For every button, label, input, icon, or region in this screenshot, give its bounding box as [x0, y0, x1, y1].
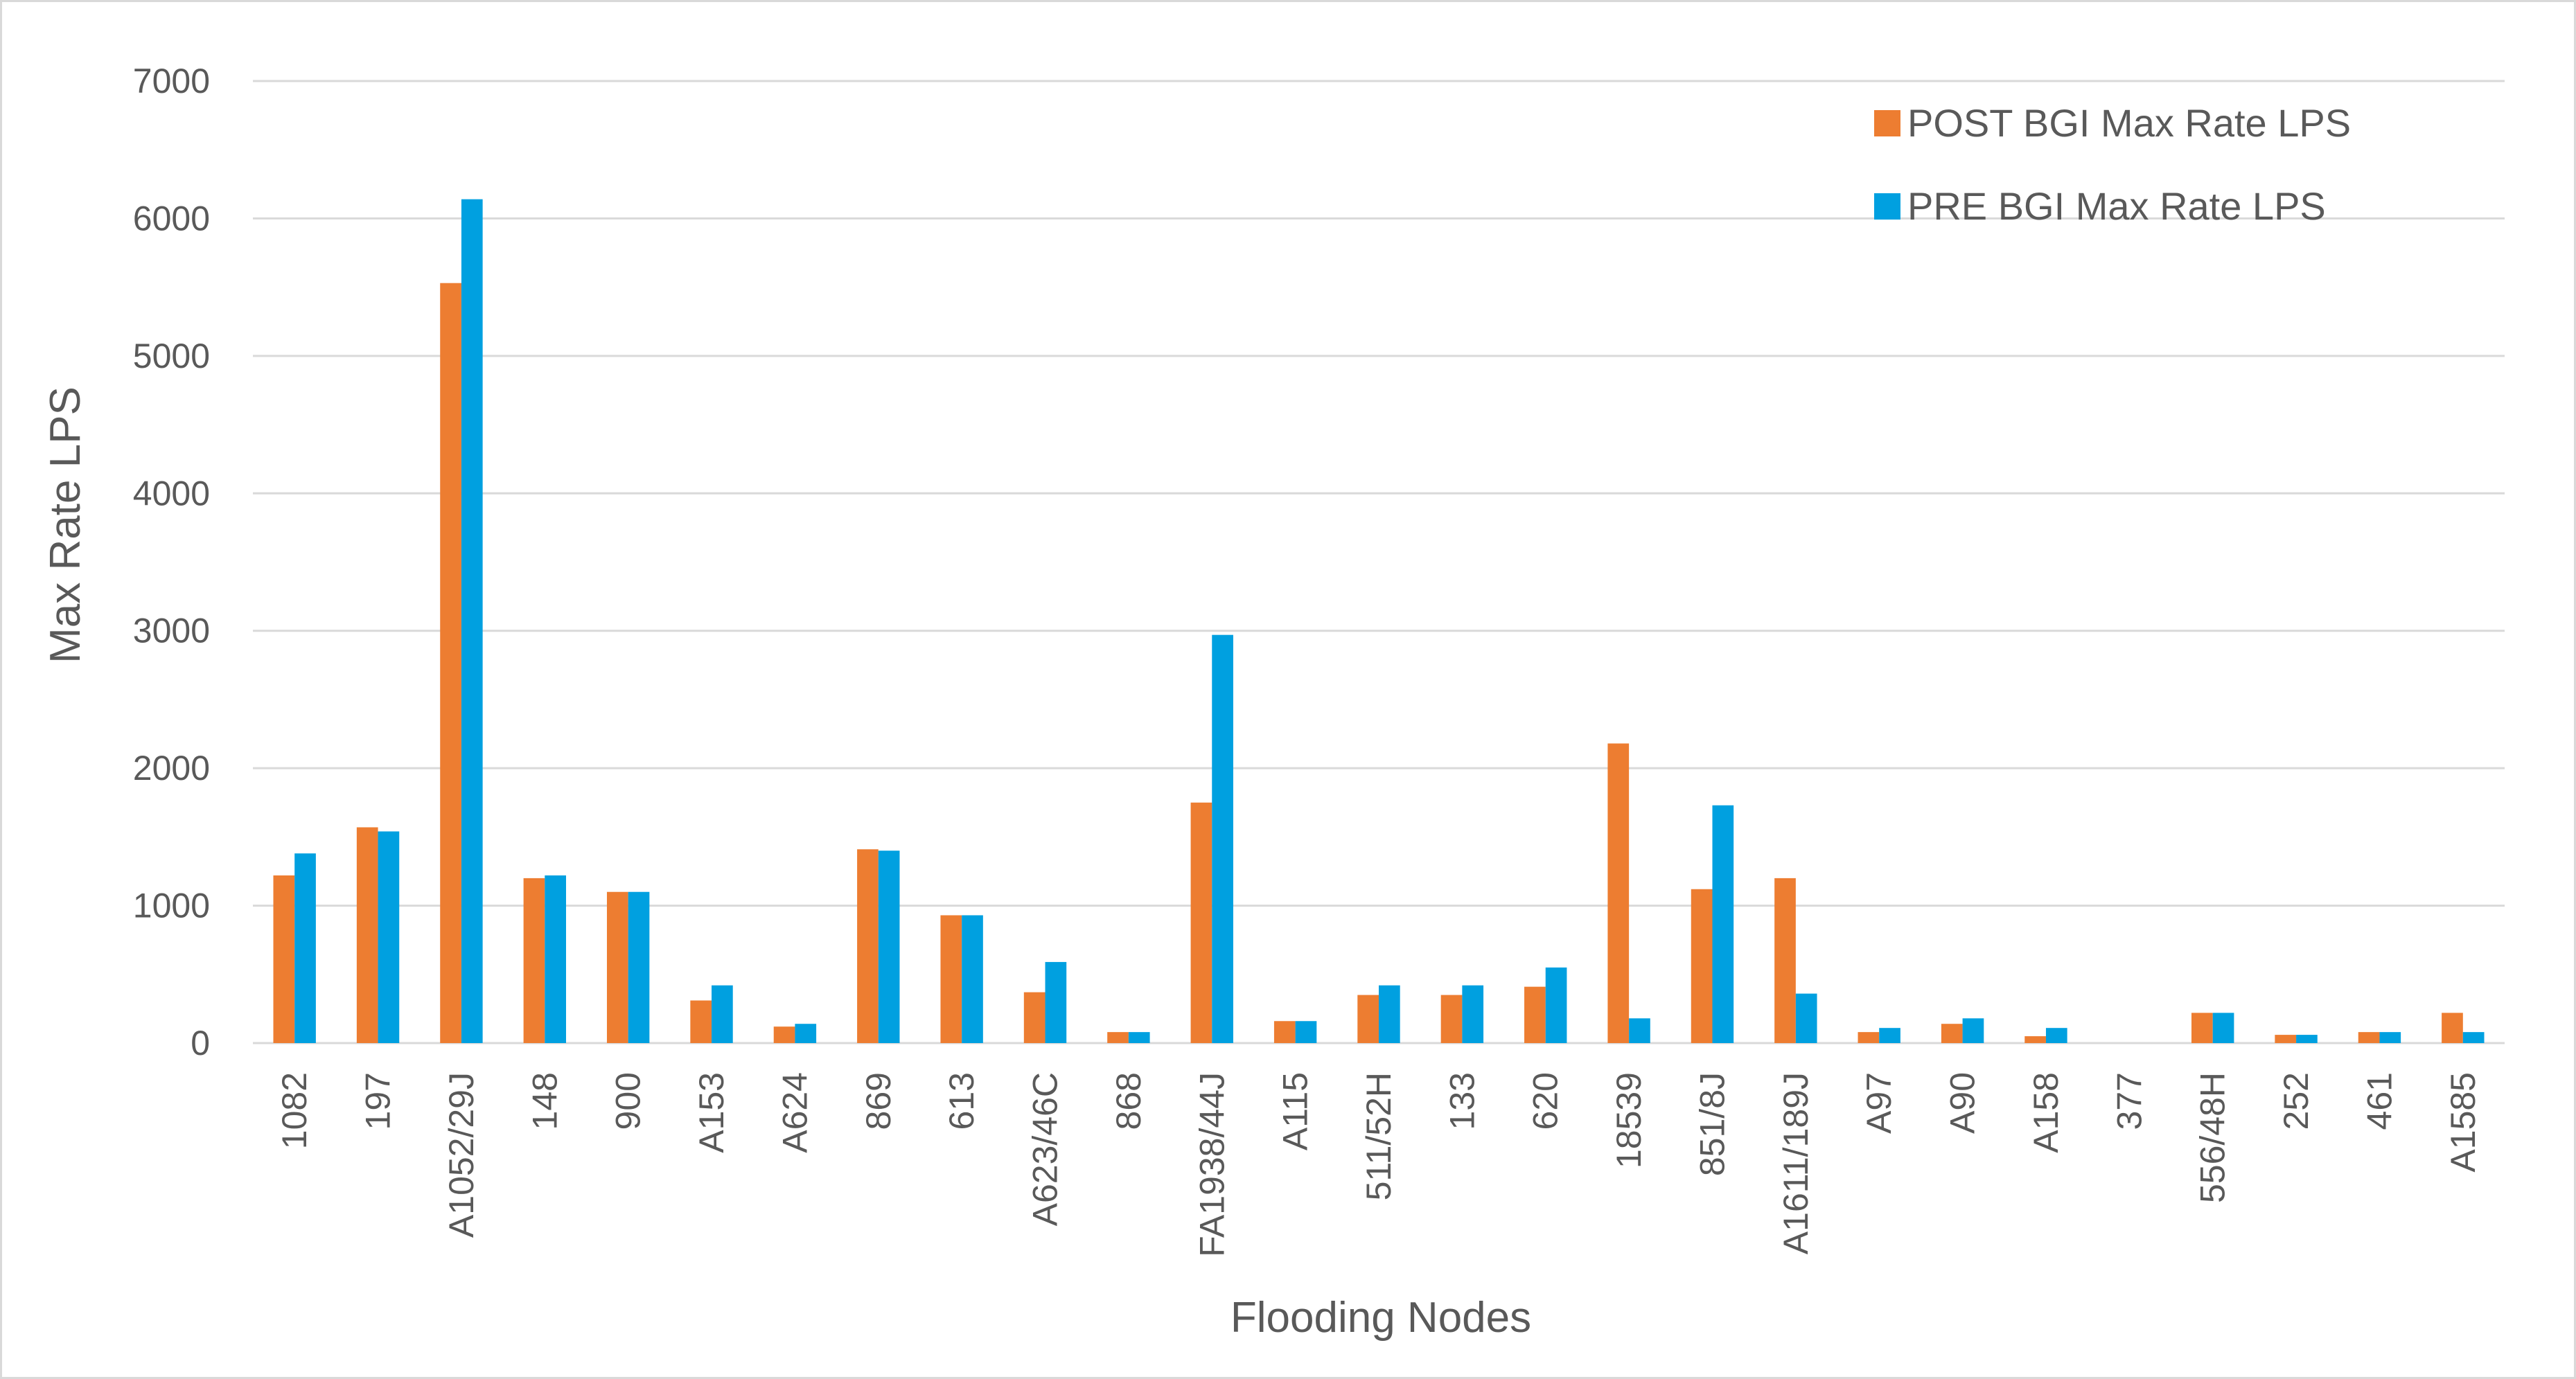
x-tick-label: A1585	[2444, 1072, 2482, 1173]
bar-post-FA1938/44J	[1190, 802, 1212, 1043]
x-tick-label: 252	[2277, 1072, 2315, 1130]
legend-label-pre: PRE BGI Max Rate LPS	[1907, 184, 2326, 228]
bar-pre-900	[628, 891, 650, 1043]
bar-pre-A90	[1962, 1018, 1984, 1043]
y-axis-ticks: 0 1000 2000 3000 4000 5000 6000 7000	[133, 62, 210, 1062]
x-tick-label: A115	[1276, 1072, 1315, 1150]
bar-post-A1585	[2442, 1013, 2463, 1043]
bar-post-A90	[1941, 1024, 1963, 1043]
bar-pre-613	[962, 915, 983, 1043]
bar-pre-A623/46C	[1045, 961, 1067, 1043]
x-tick-label: A1611/189J	[1776, 1072, 1815, 1254]
bar-pre-A158	[2045, 1028, 2067, 1043]
y-tick-label: 4000	[133, 474, 210, 513]
x-tick-label: A153	[692, 1072, 731, 1153]
bar-post-851/8J	[1691, 889, 1713, 1043]
bar-pre-148	[545, 875, 566, 1043]
bar-pre-556/48H	[2212, 1013, 2234, 1043]
bar-pre-197	[378, 831, 400, 1043]
x-tick-label: 900	[609, 1072, 648, 1130]
bar-post-A624	[773, 1026, 795, 1043]
x-tick-label: A97	[1860, 1072, 1898, 1134]
bar-pre-A1585	[2462, 1032, 2485, 1043]
bar-pre-A115	[1295, 1021, 1317, 1043]
bar-pre-868	[1128, 1032, 1150, 1043]
y-tick-label: 7000	[133, 62, 210, 100]
bar-post-133	[1440, 995, 1463, 1043]
bar-pre-252	[2296, 1035, 2318, 1043]
bar-post-252	[2275, 1035, 2297, 1043]
bar-post-461	[2358, 1032, 2380, 1043]
bar-pre-A1611/189J	[1795, 993, 1817, 1043]
bar-post-1082	[273, 875, 295, 1043]
x-tick-label: A90	[1943, 1072, 1982, 1134]
bar-pre-511/52H	[1379, 985, 1400, 1043]
bar-post-869	[857, 849, 879, 1043]
x-tick-label: 18539	[1609, 1072, 1648, 1168]
y-tick-label: 1000	[133, 887, 210, 925]
bars	[273, 199, 2485, 1044]
bar-pre-620	[1545, 967, 1567, 1043]
bar-post-197	[356, 827, 378, 1043]
y-tick-label: 0	[191, 1024, 210, 1062]
x-tick-label: 133	[1443, 1072, 1481, 1130]
legend: POST BGI Max Rate LPS PRE BGI Max Rate L…	[1874, 101, 2351, 228]
bar-pre-A153	[712, 985, 733, 1043]
y-axis-title: Max Rate LPS	[42, 386, 89, 664]
x-tick-label: 613	[942, 1072, 981, 1130]
bar-post-A1611/189J	[1774, 878, 1796, 1043]
y-tick-label: 5000	[133, 337, 210, 375]
legend-swatch-pre	[1874, 193, 1900, 220]
bar-pre-851/8J	[1712, 805, 1734, 1043]
x-tick-label: 148	[525, 1072, 564, 1130]
bar-post-868	[1107, 1032, 1129, 1043]
bar-post-A153	[690, 1000, 712, 1043]
bar-post-A97	[1858, 1032, 1880, 1043]
y-tick-label: 3000	[133, 612, 210, 650]
x-tick-label: 511/52H	[1359, 1072, 1398, 1200]
bar-pre-FA1938/44J	[1212, 634, 1233, 1043]
bar-post-620	[1524, 986, 1546, 1043]
y-tick-label: 6000	[133, 199, 210, 238]
x-axis-ticks: 1082 197 A1052/29J 148 900 A153 A624 869 613 A623…	[275, 1072, 2482, 1257]
bar-post-A115	[1273, 1021, 1296, 1043]
bar-pre-1082	[294, 853, 316, 1043]
x-tick-label: 197	[359, 1072, 398, 1130]
bar-post-A158	[2024, 1036, 2046, 1043]
bar-pre-133	[1462, 985, 1484, 1043]
bar-pre-A1052/29J	[461, 199, 483, 1043]
x-tick-label: 556/48H	[2194, 1072, 2232, 1203]
bar-pre-869	[878, 851, 900, 1043]
bar-post-900	[606, 891, 628, 1043]
x-tick-label: A623/46C	[1026, 1072, 1065, 1226]
x-tick-label: 851/8J	[1693, 1072, 1731, 1176]
x-tick-label: 377	[2110, 1072, 2149, 1130]
x-tick-label: 869	[859, 1072, 898, 1130]
legend-label-post: POST BGI Max Rate LPS	[1907, 101, 2351, 145]
bar-pre-A624	[795, 1024, 817, 1043]
bar-post-511/52H	[1357, 995, 1379, 1043]
legend-swatch-post	[1874, 110, 1900, 136]
bar-pre-A97	[1879, 1028, 1900, 1043]
bar-post-148	[523, 878, 545, 1043]
x-tick-label: 1082	[275, 1072, 314, 1149]
x-tick-label: FA1938/44J	[1192, 1072, 1231, 1257]
bar-post-A1052/29J	[440, 283, 461, 1044]
bar-pre-461	[2379, 1032, 2401, 1043]
x-tick-label: 620	[1526, 1072, 1565, 1130]
x-tick-label: A1052/29J	[442, 1072, 481, 1238]
bar-post-A623/46C	[1023, 992, 1046, 1043]
x-tick-label: A624	[775, 1072, 814, 1153]
bar-post-613	[940, 915, 962, 1043]
x-tick-label: 868	[1109, 1072, 1148, 1130]
bar-post-18539	[1607, 743, 1630, 1043]
bar-post-556/48H	[2191, 1013, 2213, 1043]
x-axis-title: Flooding Nodes	[1230, 1294, 1531, 1342]
x-tick-label: A158	[2027, 1072, 2065, 1153]
y-tick-label: 2000	[133, 749, 210, 788]
x-tick-label: 461	[2360, 1072, 2399, 1130]
bar-pre-18539	[1629, 1018, 1650, 1043]
